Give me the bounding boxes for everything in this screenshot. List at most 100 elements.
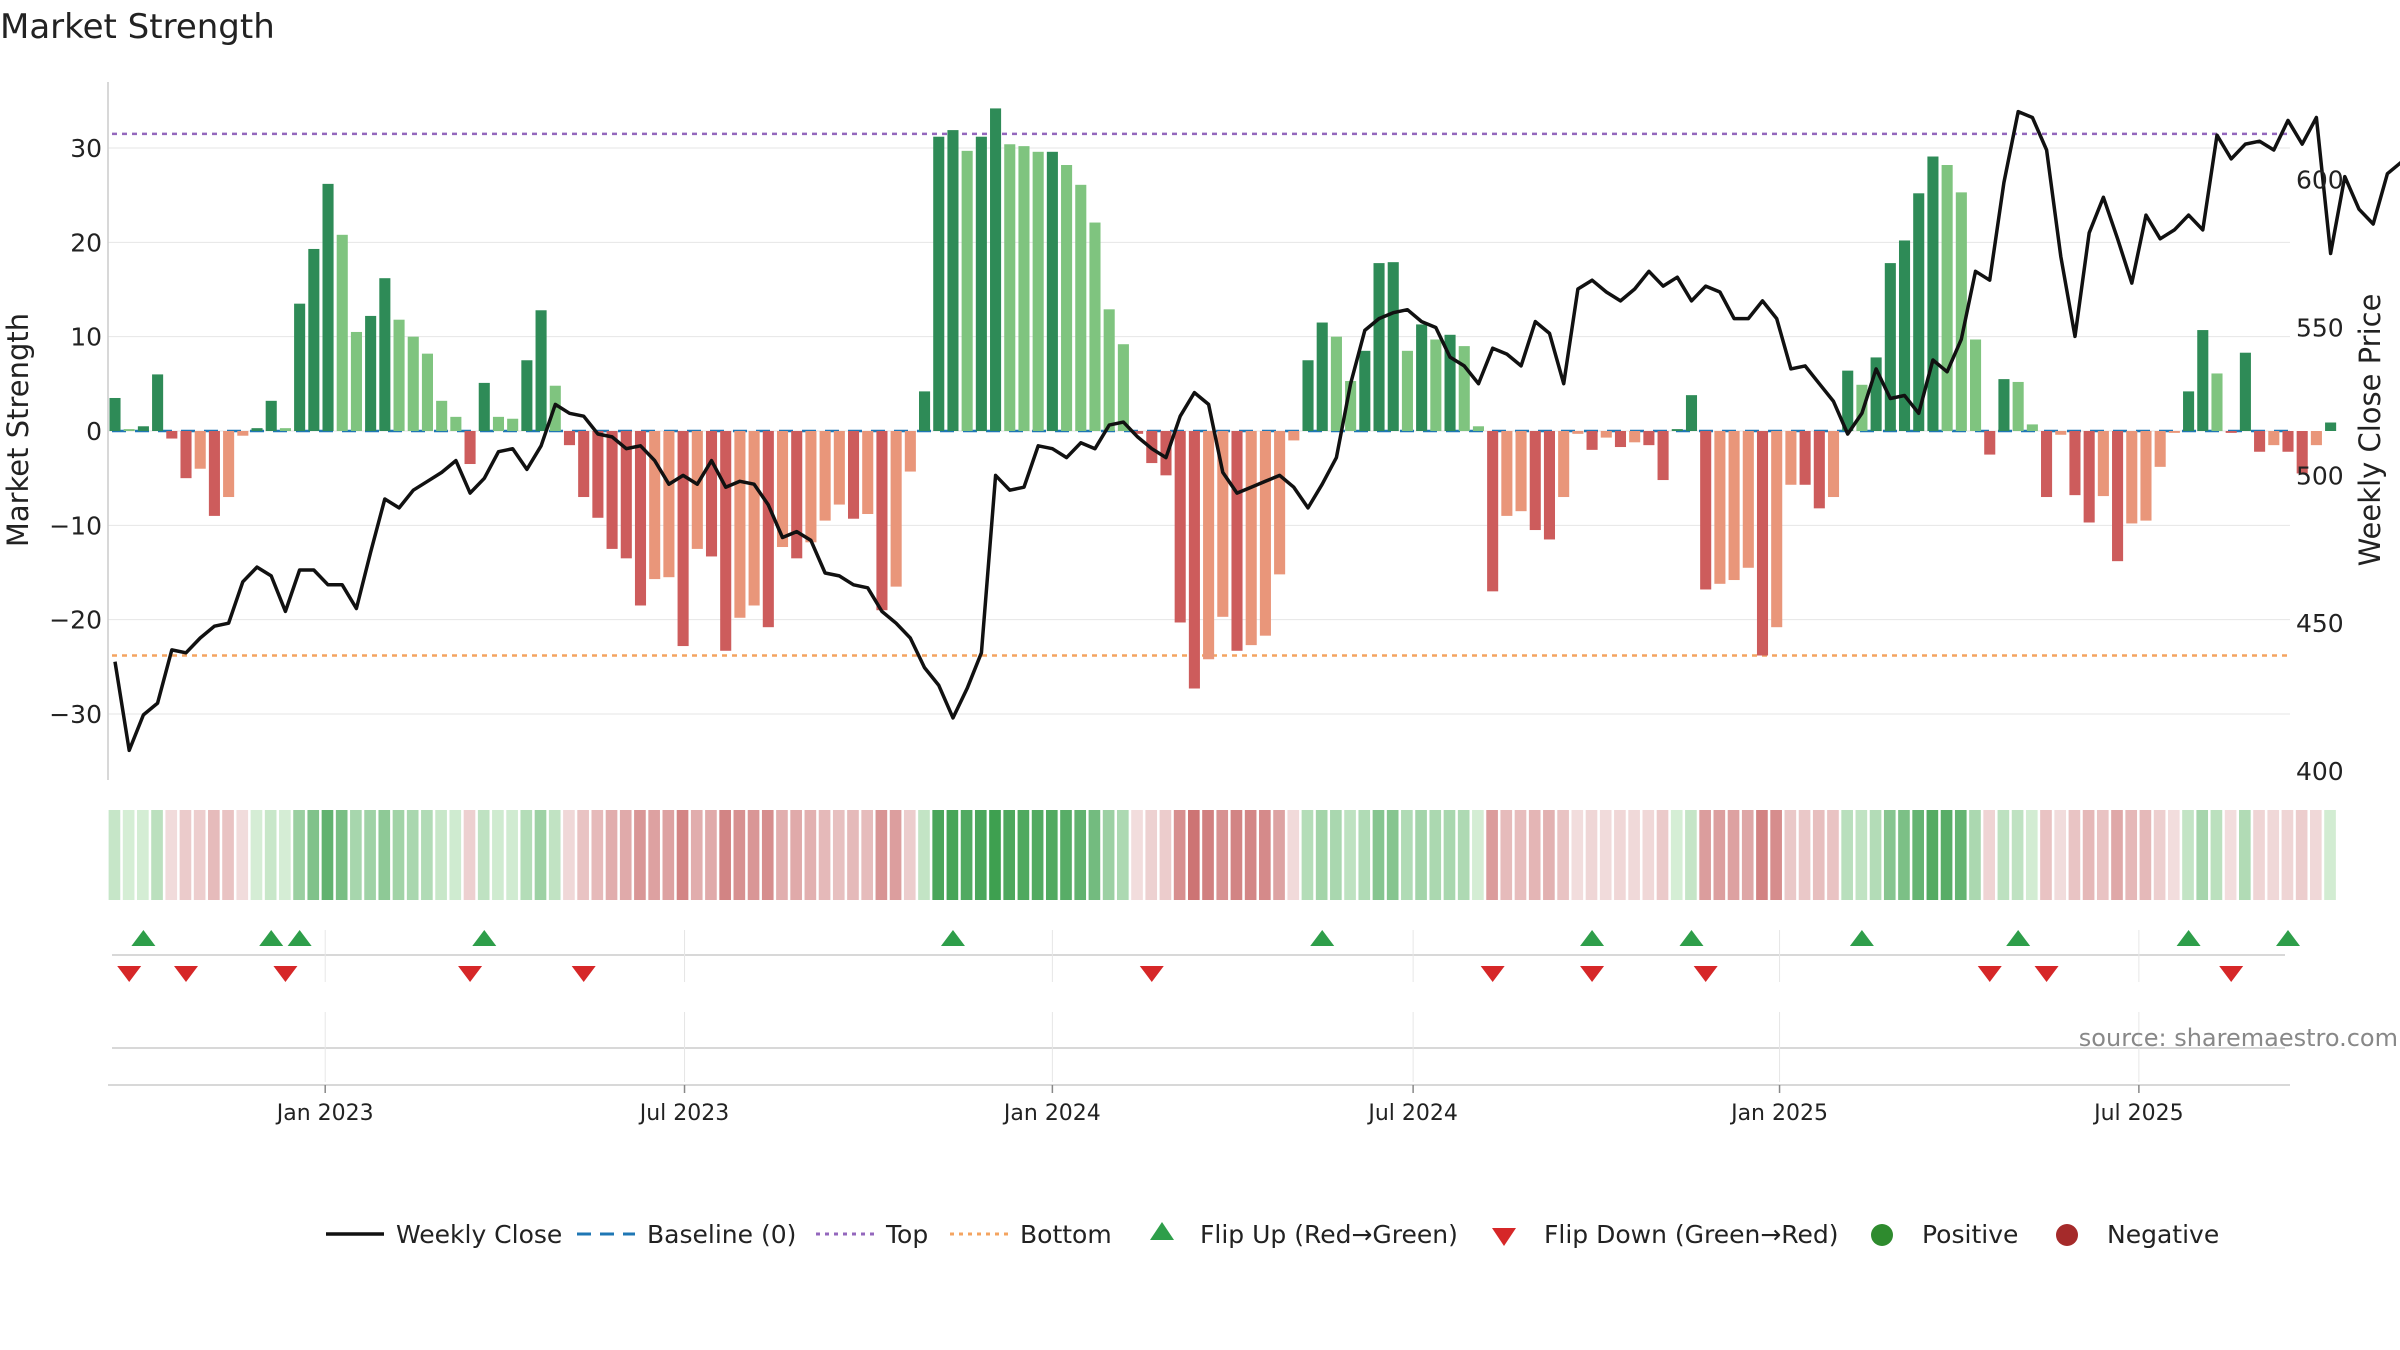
heat-cell-40 [676,810,689,900]
heat-cell-20 [392,810,405,900]
strength-bar-19 [379,278,391,431]
heat-cell-67 [1060,810,1072,900]
strength-bar-27 [492,416,505,431]
strength-bar-7 [208,431,220,516]
x-tick-label-1: Jul 2023 [638,1101,730,1126]
strength-bars [109,108,2337,689]
strength-bar-90 [1387,262,1399,431]
strength-bar-98 [1501,431,1513,516]
heat-cell-100 [1528,810,1541,900]
heat-cell-68 [1074,810,1087,900]
heat-cell-122 [1841,810,1853,900]
strength-bar-144 [2154,431,2166,467]
strength-bar-114 [1728,431,1740,581]
right-tick-label-1: 550 [2296,313,2344,342]
heat-cell-44 [733,810,746,900]
strength-bar-18 [365,315,377,431]
strength-bar-50 [819,431,831,521]
strength-bar-155 [2310,431,2322,446]
heat-cell-139 [2082,810,2095,900]
heat-cell-48 [790,810,802,900]
heat-cell-124 [1869,810,1882,900]
heat-cell-60 [960,810,973,900]
strength-bar-21 [407,336,419,431]
heat-cell-152 [2267,810,2280,900]
strength-bar-34 [592,431,604,518]
strength-bar-141 [2112,431,2124,562]
heat-cell-118 [1784,810,1797,900]
strength-bar-110 [1671,429,1683,431]
flip-down-marker-10 [2034,966,2059,982]
flip-up-marker-9 [2006,930,2031,946]
heat-cell-91 [1401,810,1413,900]
heat-cell-51 [832,810,845,900]
weekly-close-line [113,109,2400,753]
strength-bar-9 [237,431,249,436]
strength-bar-91 [1401,350,1413,431]
strength-bar-132 [1984,431,1996,455]
heat-cell-93 [1429,810,1442,900]
strength-bar-2 [137,426,149,431]
heat-cell-133 [1997,810,2010,900]
heat-cell-134 [2011,810,2024,900]
strength-bar-97 [1487,431,1499,592]
strength-bar-137 [2055,431,2067,435]
right-tick-label-3: 450 [2296,609,2344,638]
flip-up-marker-2 [287,930,312,946]
heat-cell-49 [804,810,817,900]
strength-bar-129 [1941,165,1953,431]
strength-bar-77 [1203,431,1215,660]
heat-cell-7 [208,810,220,900]
heat-cell-125 [1883,810,1896,900]
strength-bar-124 [1870,357,1882,431]
strength-bar-106 [1614,431,1627,448]
heat-cell-140 [2096,810,2109,900]
heat-cell-39 [662,810,675,900]
heat-cell-99 [1514,810,1527,900]
strength-bar-126 [1898,240,1911,431]
strength-bar-16 [336,234,348,431]
flip-down-marker-7 [1580,966,1605,982]
strength-bar-95 [1458,346,1470,431]
strength-bar-138 [2069,431,2081,496]
strength-bar-109 [1657,431,1669,481]
heat-cell-10 [250,810,263,900]
strength-bar-99 [1515,431,1527,512]
flip-up-marker-7 [1679,930,1704,946]
heat-cell-141 [2111,810,2123,900]
strength-bar-139 [2083,431,2095,523]
strength-bar-57 [919,391,931,431]
flip-up-marker-0 [131,930,156,946]
strength-bar-80 [1245,431,1257,646]
heat-cell-94 [1443,810,1456,900]
heat-cell-5 [179,810,192,900]
heat-cell-150 [2239,810,2251,900]
strength-bar-130 [1955,192,1967,431]
heat-cell-114 [1727,810,1740,900]
strength-bar-87 [1345,381,1357,431]
strength-bar-86 [1330,336,1342,431]
heat-cell-103 [1571,810,1584,900]
heat-cell-13 [293,810,305,900]
heat-cell-81 [1259,810,1271,900]
heat-cell-3 [151,810,163,900]
heat-cell-74 [1159,810,1172,900]
strength-bar-32 [563,431,576,446]
strength-bar-116 [1756,431,1769,656]
heat-cell-87 [1344,810,1356,900]
heat-cell-70 [1102,810,1115,900]
heat-cell-29 [520,810,533,900]
flip-up-marker-11 [2276,930,2300,946]
flip-marker-panel [112,930,2300,1082]
heat-cell-147 [2196,810,2209,900]
strength-bar-101 [1543,431,1556,540]
strength-bar-69 [1089,222,1101,431]
strength-bar-29 [521,360,533,431]
x-tick-label-5: Jul 2025 [2092,1101,2184,1126]
heat-cell-31 [548,810,561,900]
heat-cell-16 [335,810,348,900]
strength-bar-63 [1004,144,1016,431]
flip-down-marker-11 [2219,966,2244,982]
heat-cell-95 [1457,810,1470,900]
